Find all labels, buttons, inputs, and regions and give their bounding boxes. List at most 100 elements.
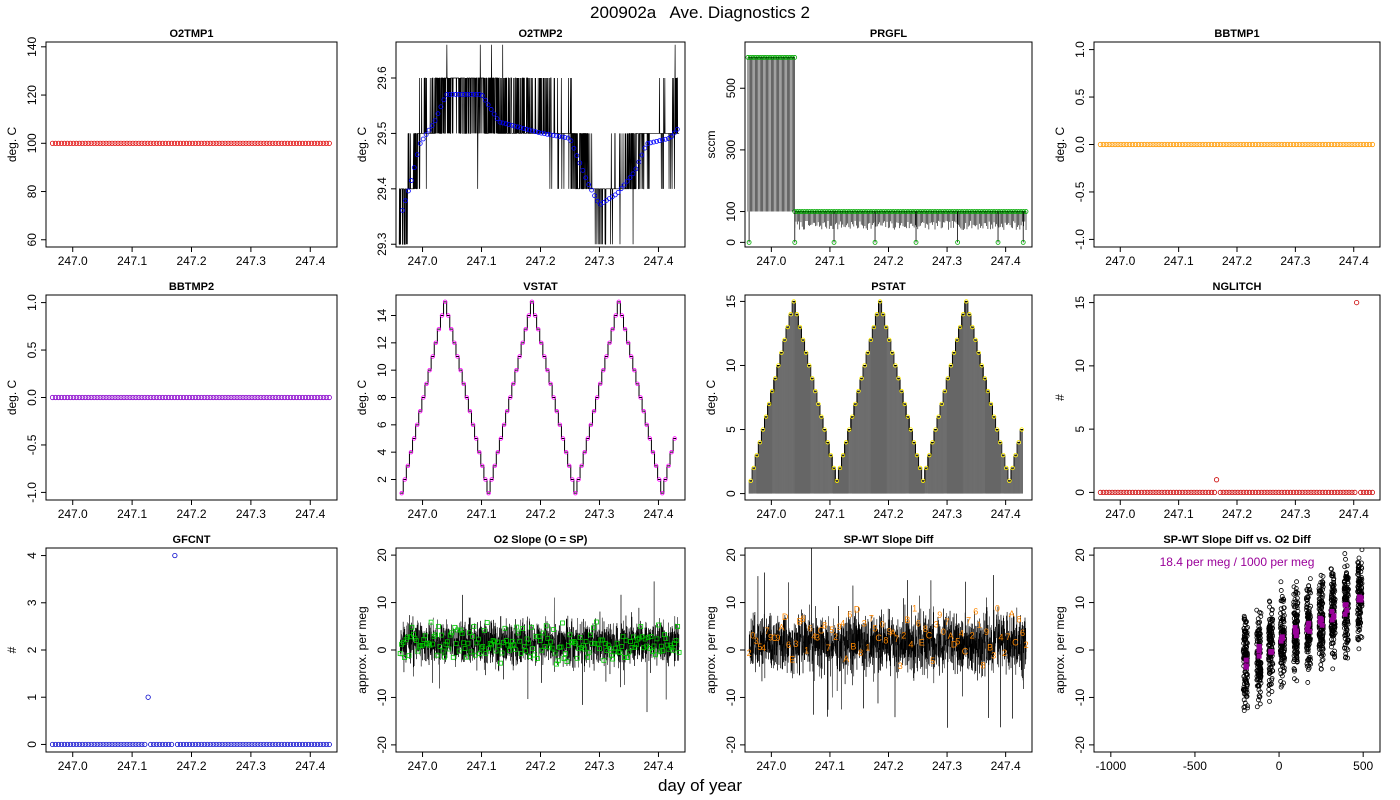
data-point: [109, 741, 115, 748]
panel-p3: PRGFL 247.0 247.1 247.2 247.3 247.4 0 100 300 500…: [704, 28, 1033, 268]
data-point: [1279, 489, 1285, 496]
data-point: [605, 642, 611, 648]
data-point: [747, 55, 753, 60]
data-point: [888, 209, 894, 214]
data-point: [225, 140, 231, 146]
data-point: [1323, 489, 1329, 496]
data-point: [506, 647, 512, 653]
data-point: [446, 646, 452, 652]
data-point: [58, 741, 65, 748]
data-point: [989, 209, 994, 214]
data-point: [1264, 489, 1270, 496]
data-point: [183, 394, 190, 401]
data-point: [311, 394, 318, 401]
data-point: [163, 394, 169, 401]
data-label: 5: [829, 625, 834, 635]
data-point: [1328, 489, 1335, 496]
data-label: C: [818, 625, 825, 635]
data-point: [853, 401, 858, 407]
y-tick-label: 12: [375, 336, 389, 350]
data-point: [500, 120, 506, 126]
data-point: [594, 395, 600, 400]
data-point: [1320, 631, 1326, 637]
y-axis-label: deg. C: [355, 379, 369, 415]
panel-p2: O2TMP2 247.0 247.1 247.2 247.3 247.4 29.3 29.4 2…: [355, 28, 686, 268]
data-point: [1305, 612, 1311, 618]
data-point: [658, 643, 664, 649]
data-point: [1294, 616, 1299, 622]
data-point: [151, 394, 157, 401]
data-label: D: [951, 640, 958, 650]
x-tick-label: 247.3: [932, 759, 962, 773]
data-label: 8: [801, 614, 806, 624]
data-point: [657, 138, 663, 144]
data-point: [1319, 666, 1324, 672]
data-point: [841, 209, 847, 214]
data-point: [1346, 141, 1352, 148]
data-point: [79, 140, 85, 146]
data-point: [840, 452, 846, 458]
data-point: [971, 209, 977, 214]
data-point: [475, 636, 481, 642]
data-point: [299, 741, 306, 748]
data-point: [1162, 141, 1168, 148]
data-point: [225, 394, 231, 401]
data-label: E: [919, 638, 925, 648]
data-point: [1342, 655, 1348, 661]
data-point: [1241, 697, 1247, 703]
data-point: [624, 178, 630, 184]
mean-point: [1256, 648, 1262, 654]
data-point: [984, 209, 990, 214]
data-point: [67, 394, 73, 401]
data-point: [762, 55, 768, 60]
data-point: [944, 209, 950, 214]
data-point: [165, 394, 172, 401]
y-tick-label: 29.3: [375, 232, 389, 256]
data-point: [669, 645, 675, 650]
data-point: [1165, 489, 1171, 496]
data-point: [64, 394, 71, 401]
data-point: [914, 452, 920, 458]
x-tick-label: 247.4: [295, 254, 325, 268]
data-point: [299, 140, 306, 146]
data-point: [449, 326, 454, 332]
data-point: [504, 638, 509, 643]
data-point: [1352, 489, 1358, 496]
data-point: [673, 638, 679, 644]
data-point: [442, 654, 447, 660]
y-axis-label: approx. per meg: [355, 606, 369, 693]
data-point: [1197, 141, 1203, 148]
x-tick-label: 247.1: [1164, 507, 1194, 521]
data-point: [573, 490, 578, 496]
data-point: [240, 741, 246, 748]
panel-title: O2TMP2: [518, 28, 562, 40]
data-point: [446, 313, 451, 318]
data-point: [893, 209, 899, 214]
x-tick-label: 247.4: [643, 507, 673, 521]
data-point: [1281, 605, 1287, 611]
data-point: [1305, 646, 1311, 652]
data-point: [480, 644, 486, 649]
data-point: [1232, 141, 1238, 148]
data-point: [784, 55, 790, 60]
data-point: [536, 130, 541, 135]
data-point: [118, 741, 124, 748]
data-point: [517, 638, 523, 644]
x-tick-label: -1000: [1095, 759, 1126, 773]
data-point: [526, 640, 531, 646]
data-point: [1306, 588, 1312, 593]
data-label: A: [948, 631, 954, 641]
data-point: [1358, 489, 1364, 496]
data-point: [1182, 489, 1188, 496]
data-point: [1346, 489, 1352, 496]
data-point: [533, 129, 538, 135]
data-point: [1267, 604, 1272, 610]
data-label: 9: [837, 622, 842, 632]
data-point: [452, 340, 457, 346]
data-point: [210, 741, 216, 748]
data-point: [402, 655, 407, 660]
data-point: [483, 477, 488, 482]
data-point: [1242, 686, 1248, 692]
data-point: [427, 642, 433, 648]
data-point: [813, 388, 818, 394]
